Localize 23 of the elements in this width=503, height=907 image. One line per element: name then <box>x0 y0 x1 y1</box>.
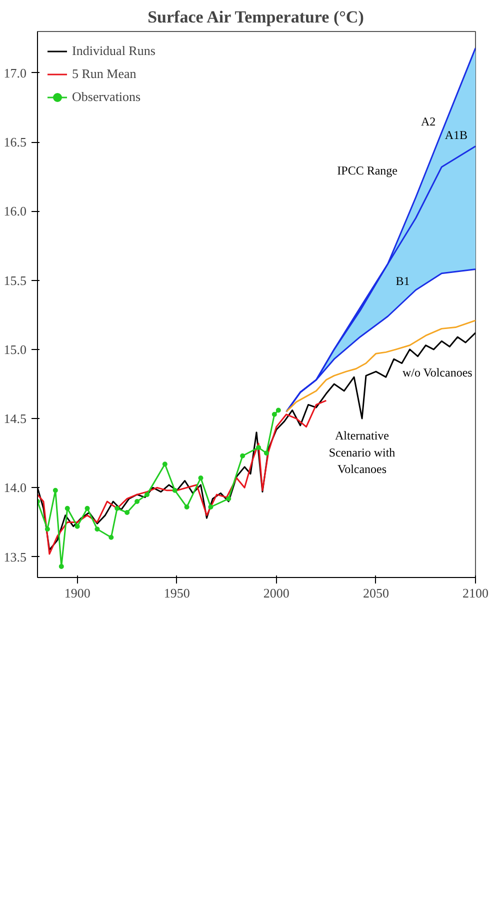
annotation: IPCC Range <box>337 164 398 178</box>
chart-title: Surface Air Temperature (°C) <box>148 8 364 26</box>
annotation: w/o Volcanoes <box>402 366 473 380</box>
x-tick-label: 1900 <box>64 586 90 600</box>
y-tick-label: 16.0 <box>4 204 26 219</box>
y-tick-label: 14.0 <box>4 480 26 496</box>
x-tick-label: 2050 <box>362 586 389 600</box>
annotation: B1 <box>396 274 410 288</box>
y-tick-label: 13.5 <box>4 549 26 564</box>
x-tick-label: 1950 <box>164 586 190 600</box>
y-tick-label: 16.5 <box>4 134 26 150</box>
y-tick-label: 14.5 <box>4 411 26 426</box>
annotation: Alternative Scenario with Volcanoes <box>328 428 396 476</box>
legend-label: 5 Run Mean <box>72 66 136 82</box>
x-tick-label: 2000 <box>263 586 290 600</box>
x-tick-label: 2100 <box>462 586 488 600</box>
annotation: A1B <box>444 128 468 142</box>
legend-label: Individual Runs <box>72 43 156 59</box>
annotation: A2 <box>420 114 436 128</box>
y-tick-label: 17.0 <box>4 65 26 80</box>
legend-label: Observations <box>72 89 141 105</box>
y-tick-label: 15.0 <box>4 342 26 357</box>
y-tick-label: 15.5 <box>4 272 26 288</box>
